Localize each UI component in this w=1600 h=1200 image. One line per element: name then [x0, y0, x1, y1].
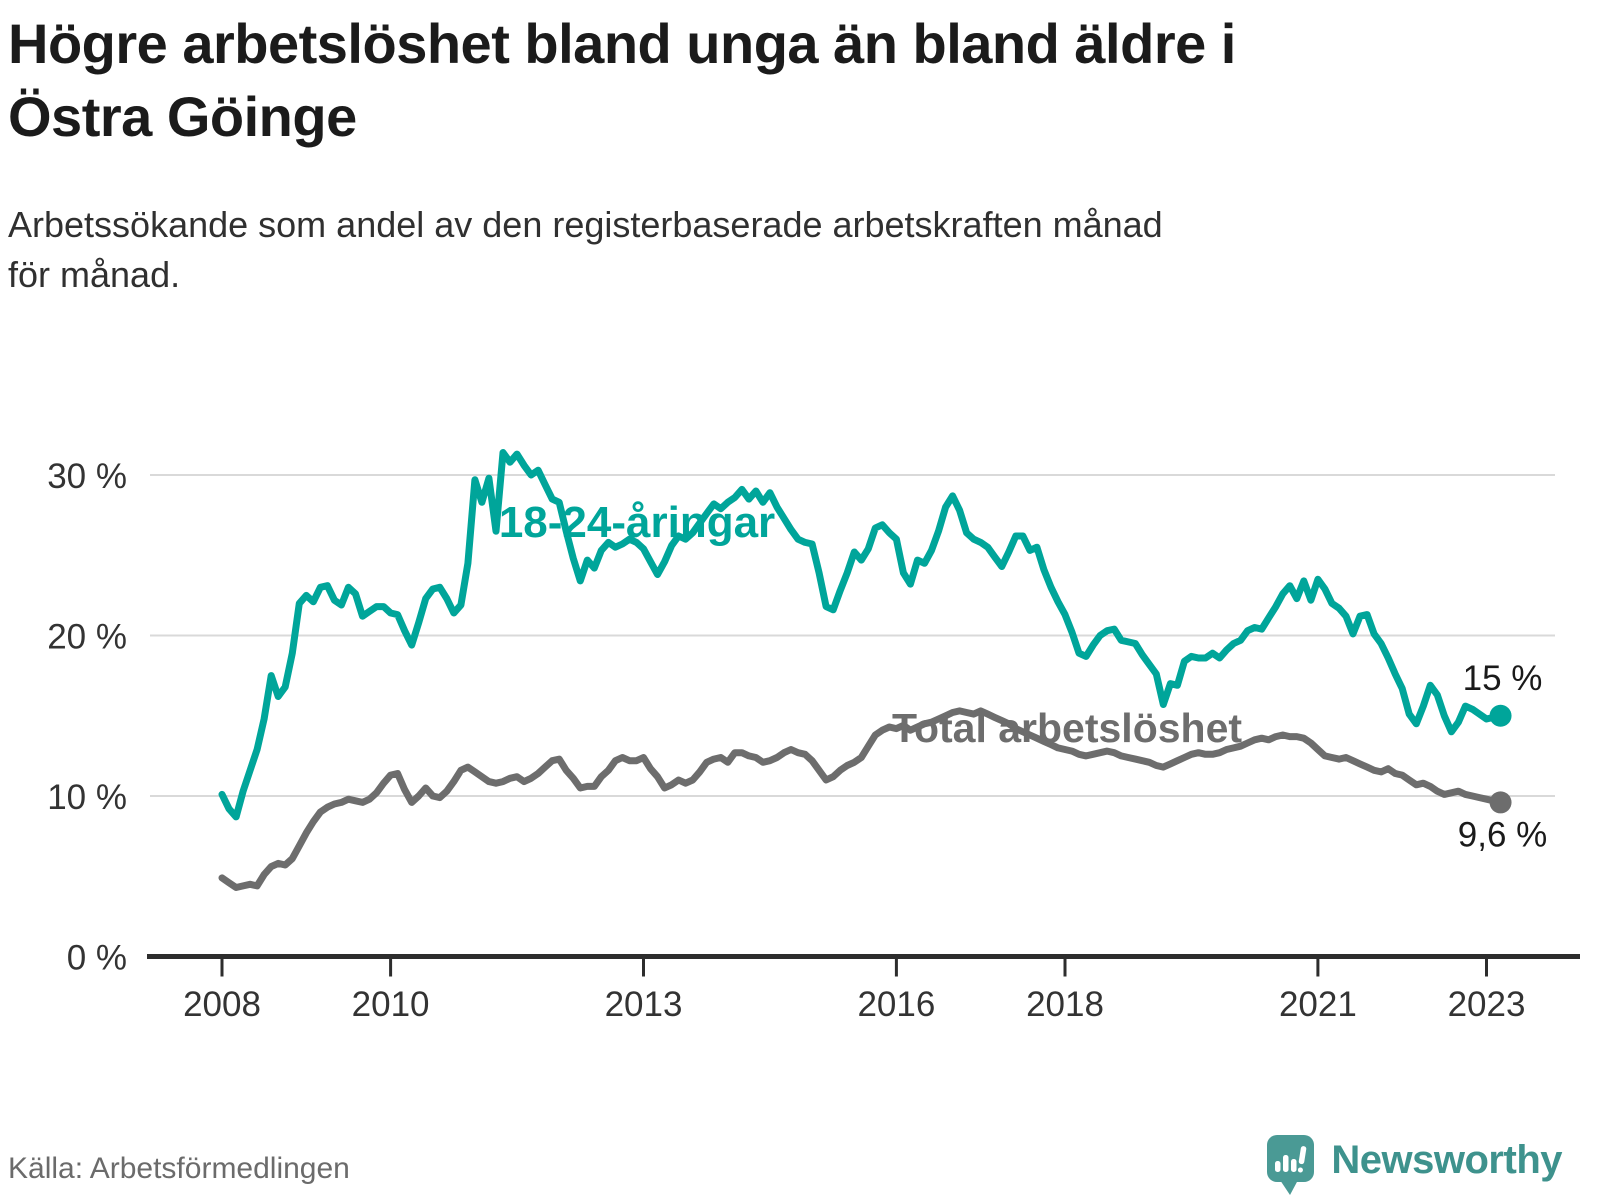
y-tick-label-30: 30 %: [47, 457, 127, 496]
chart-header: Högre arbetslöshet bland unga än bland ä…: [8, 8, 1508, 300]
brand-name: Newsworthy: [1331, 1138, 1562, 1182]
x-tick-label-2016: 2016: [857, 985, 935, 1024]
y-tick-label-0: 0 %: [67, 939, 127, 978]
y-tick-label-10: 10 %: [47, 778, 127, 817]
logo-bubble-shape: [1267, 1135, 1315, 1182]
series-line-total: [218, 707, 1504, 891]
end-dot-total: [1489, 791, 1512, 814]
logo-bar-1: [1275, 1161, 1281, 1172]
newsworthy-logo-icon: [1267, 1135, 1315, 1195]
x-tick-label-2013: 2013: [605, 985, 683, 1024]
series-line-youth: [218, 449, 1504, 821]
y-tick-label-20: 20 %: [47, 618, 127, 657]
page-title: Högre arbetslöshet bland unga än bland ä…: [8, 12, 1236, 148]
source-note: Källa: Arbetsförmedlingen: [8, 1152, 350, 1185]
x-tick-label-2018: 2018: [1026, 985, 1104, 1024]
x-tick-label-2010: 2010: [352, 985, 430, 1024]
series-label-youth: 18-24-åringar: [499, 498, 775, 547]
end-dot-youth: [1489, 704, 1512, 727]
newsworthy-brand: Newsworthy: [1265, 1134, 1562, 1196]
page-subtitle: Arbetssökande som andel av den registerb…: [8, 203, 1163, 295]
x-tick-label-2021: 2021: [1279, 985, 1357, 1024]
logo-bar-3: [1291, 1159, 1297, 1172]
x-tick-label-2023: 2023: [1448, 985, 1526, 1024]
logo-exclamation: [1298, 1146, 1307, 1173]
logo-bar-2: [1283, 1155, 1289, 1172]
logo-bubble-tail: [1280, 1180, 1299, 1195]
x-tick-label-2008: 2008: [183, 985, 261, 1024]
end-label-youth: 15 %: [1463, 659, 1543, 698]
end-label-total: 9,6 %: [1458, 815, 1548, 854]
series-label-total: Total arbetslöshet: [892, 705, 1242, 751]
